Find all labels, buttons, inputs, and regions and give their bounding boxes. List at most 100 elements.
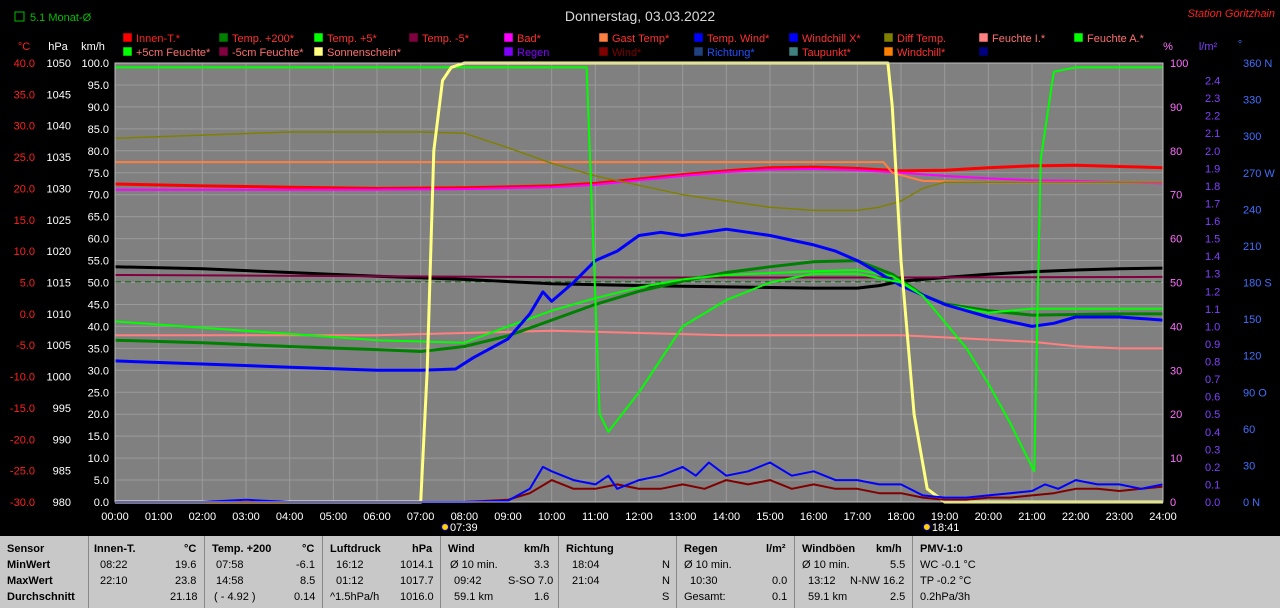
time-tick: 12:00 bbox=[625, 511, 653, 523]
station-name: Station Göritzhain bbox=[1188, 8, 1275, 20]
regen-max-val: 0.0 bbox=[772, 575, 788, 587]
windboeen-unit: km/h bbox=[876, 543, 902, 555]
temp-tick: 40.0 bbox=[14, 58, 35, 70]
direction-tick: 0 N bbox=[1243, 497, 1260, 509]
rain-tick: 2.0 bbox=[1205, 146, 1220, 158]
legend-label: Richtung* bbox=[707, 47, 755, 59]
legend-label: Windchill* bbox=[897, 47, 946, 59]
regen-avg-val: 0.1 bbox=[772, 591, 788, 603]
regen-max-time: 10:30 bbox=[690, 575, 718, 587]
legend-label: -5cm Feuchte* bbox=[232, 47, 304, 59]
stats-pmv: PMV-1:0 WC -0.1 °C TP -0.2 °C 0.2hPa/3h bbox=[912, 536, 1280, 608]
pressure-tick: 1035 bbox=[47, 152, 71, 164]
direction-tick: 270 W bbox=[1243, 168, 1275, 180]
series-line bbox=[115, 461, 1164, 503]
legend-label: Luftdruck* bbox=[422, 47, 472, 59]
direction-tick: 120 bbox=[1243, 351, 1261, 363]
time-tick: 02:00 bbox=[189, 511, 217, 523]
wind-avg-val: 1.6 bbox=[534, 591, 550, 603]
legend-label: Gast Temp* bbox=[612, 33, 670, 45]
legend-swatch bbox=[693, 46, 704, 57]
luftdruck-avg-val: 1016.0 bbox=[400, 591, 434, 603]
speed-tick: 80.0 bbox=[88, 146, 109, 158]
temp200-avg-val: 0.14 bbox=[294, 591, 316, 603]
legend-label: Diff Temp. bbox=[897, 33, 946, 45]
legend-swatch bbox=[883, 46, 894, 57]
legend-swatch bbox=[122, 32, 133, 43]
legend-swatch bbox=[693, 32, 704, 43]
legend-label: Wind* bbox=[612, 47, 642, 59]
innen-unit: °C bbox=[184, 543, 197, 555]
time-tick: 01:00 bbox=[145, 511, 173, 523]
legend-swatch bbox=[408, 32, 419, 43]
temp-tick: 20.0 bbox=[14, 183, 35, 195]
windboeen-min-val: 5.5 bbox=[890, 559, 906, 571]
windboeen-max-label: N-NW 16.2 bbox=[850, 575, 905, 587]
sunrise-icon bbox=[441, 523, 450, 531]
percent-tick: 40 bbox=[1170, 321, 1182, 333]
row-label-sensor: Sensor bbox=[7, 543, 45, 555]
time-tick: 08:00 bbox=[451, 511, 479, 523]
legend-swatch bbox=[218, 32, 229, 43]
time-tick: 07:00 bbox=[407, 511, 435, 523]
windboeen-avg-val: 2.5 bbox=[890, 591, 906, 603]
direction-tick: 240 bbox=[1243, 204, 1261, 216]
time-tick: 09:00 bbox=[494, 511, 522, 523]
regen-avg-label: Gesamt: bbox=[684, 591, 726, 603]
pressure-tick: 1025 bbox=[47, 215, 71, 227]
speed-tick: 35.0 bbox=[88, 343, 109, 355]
weather-chart: Donnerstag, 03.03.2022 Station Göritzhain… bbox=[10, 8, 1275, 534]
stats-wind: Wind km/h Ø 10 min. 3.3 09:42 S-SO 7.0 5… bbox=[440, 536, 559, 608]
speed-tick: 45.0 bbox=[88, 299, 109, 311]
time-tick: 23:00 bbox=[1106, 511, 1134, 523]
time-tick: 20:00 bbox=[975, 511, 1003, 523]
wind-unit: km/h bbox=[524, 543, 550, 555]
rain-axis-unit: l/m² bbox=[1199, 41, 1218, 53]
innen-avg-val: 21.18 bbox=[170, 591, 198, 603]
time-tick: 05:00 bbox=[320, 511, 348, 523]
time-tick: 18:00 bbox=[887, 511, 915, 523]
stats-panel: Sensor MinWert MaxWert Durchschnitt Inne… bbox=[0, 536, 1280, 608]
richtung-min-time: 18:04 bbox=[572, 559, 600, 571]
innen-min-val: 19.6 bbox=[175, 559, 197, 571]
rain-tick: 1.4 bbox=[1205, 251, 1220, 263]
rain-tick: 1.9 bbox=[1205, 163, 1220, 175]
temp-tick: -20.0 bbox=[10, 434, 35, 446]
direction-tick: 300 bbox=[1243, 131, 1261, 143]
pmv-title: PMV-1:0 bbox=[920, 543, 963, 555]
temp-tick: 0.0 bbox=[20, 309, 35, 321]
legend-swatch bbox=[598, 46, 609, 57]
stats-windboeen: Windböen km/h Ø 10 min. 5.5 13:12 N-NW 1… bbox=[794, 536, 913, 608]
direction-tick: 30 bbox=[1243, 460, 1255, 472]
regen-min-label: Ø 10 min. bbox=[684, 559, 732, 571]
pressure-tick: 990 bbox=[53, 434, 71, 446]
legend-swatch bbox=[218, 46, 229, 57]
legend-label: Windböen* bbox=[992, 47, 1047, 59]
speed-tick: 40.0 bbox=[88, 321, 109, 333]
innen-title: Innen-T. bbox=[94, 543, 136, 555]
pressure-tick: 980 bbox=[53, 497, 71, 509]
rain-tick: 0.7 bbox=[1205, 374, 1220, 386]
time-tick: 04:00 bbox=[276, 511, 304, 523]
pressure-tick: 1030 bbox=[47, 183, 71, 195]
percent-tick: 30 bbox=[1170, 365, 1182, 377]
temp-tick: -30.0 bbox=[10, 497, 35, 509]
percent-axis-unit: % bbox=[1163, 41, 1173, 53]
speed-axis-unit: km/h bbox=[81, 41, 105, 53]
time-tick: 11:00 bbox=[582, 511, 609, 523]
speed-tick: 90.0 bbox=[88, 102, 109, 114]
time-tick: 17:00 bbox=[844, 511, 872, 523]
legend-swatch bbox=[503, 46, 514, 57]
rain-tick: 1.3 bbox=[1205, 269, 1220, 281]
legend-swatch bbox=[978, 32, 989, 43]
legend-label: Temp. -5* bbox=[422, 33, 470, 45]
percent-tick: 20 bbox=[1170, 409, 1182, 421]
pmv-rate: 0.2hPa/3h bbox=[920, 591, 971, 603]
legend-swatch bbox=[122, 46, 133, 57]
windboeen-max-time: 13:12 bbox=[808, 575, 836, 587]
rain-tick: 0.3 bbox=[1205, 444, 1220, 456]
direction-tick: 180 S bbox=[1243, 278, 1272, 290]
stats-luftdruck: Luftdruck hPa 16:12 1014.1 01:12 1017.7 … bbox=[322, 536, 441, 608]
speed-tick: 85.0 bbox=[88, 124, 109, 136]
rain-tick: 0.4 bbox=[1205, 427, 1220, 439]
